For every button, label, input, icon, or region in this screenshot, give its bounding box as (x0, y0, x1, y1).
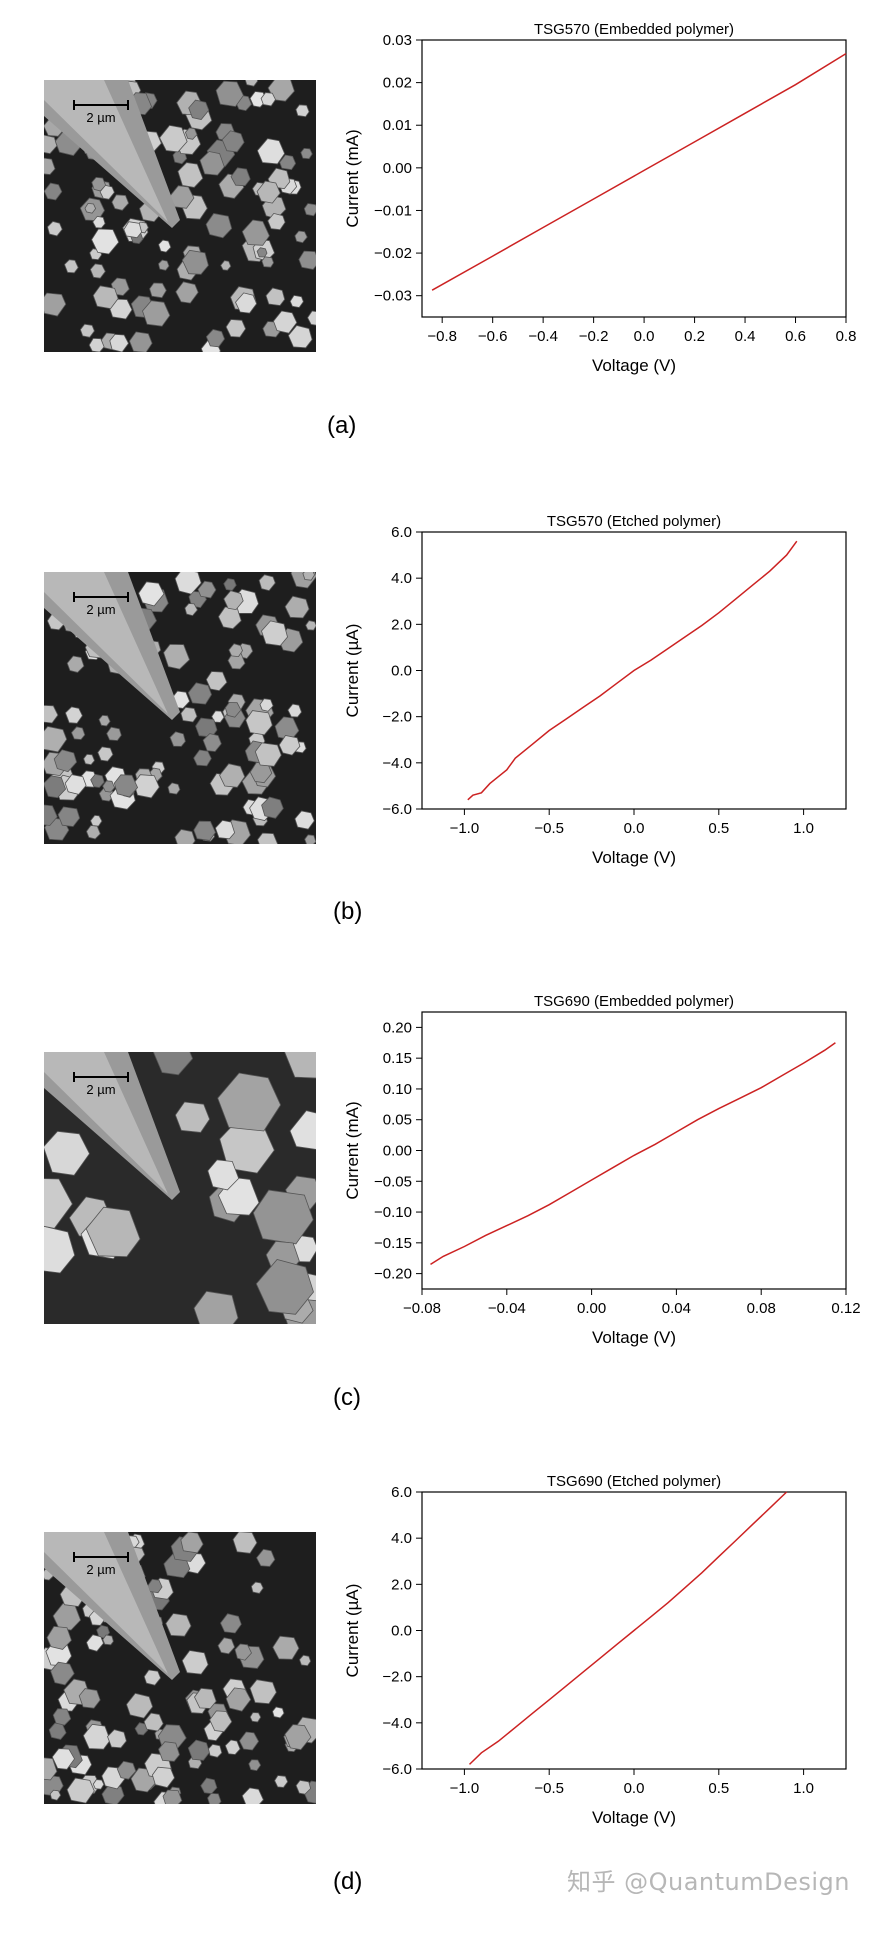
x-tick-label: 0.00 (577, 1300, 606, 1317)
y-tick-label: 0.00 (383, 160, 412, 177)
chart-svg: TSG570 (Etched polymer) −1.0 −0.5 0.0 0.5 1.0… (343, 513, 847, 867)
y-tick-label: 4.0 (391, 570, 412, 587)
x-tick-label: −0.04 (488, 1300, 526, 1317)
y-tick-label: −0.03 (374, 288, 412, 305)
y-tick-label: 0.05 (383, 1112, 412, 1129)
y-tick-label: −0.10 (374, 1204, 412, 1221)
x-tick-label: 0.5 (708, 1780, 729, 1797)
y-tick-label: −2.0 (382, 1669, 412, 1686)
x-tick-label: −1.0 (450, 820, 480, 837)
y-axis-label: Current (mA) (343, 1101, 362, 1199)
x-tick-label: −1.0 (450, 1780, 480, 1797)
x-axis-label: Voltage (V) (592, 848, 676, 867)
y-tick-label: −0.01 (374, 202, 412, 219)
y-tick-label: 0.01 (383, 117, 412, 134)
y-tick-label: −0.05 (374, 1173, 412, 1190)
x-tick-label: 0.4 (735, 328, 756, 345)
scale-bar-label: 2 µm (86, 110, 115, 125)
y-tick-label: 0.0 (391, 663, 412, 680)
iv-curve-line (468, 1491, 788, 1765)
chart-svg: TSG570 (Embedded polymer) −0.8 −0.6 −0.4 −0.… (343, 21, 857, 375)
sem-image: 2 µm (44, 1052, 316, 1324)
x-tick-label: 0.04 (662, 1300, 691, 1317)
scale-bar-label: 2 µm (86, 602, 115, 617)
x-tick-label: 0.5 (708, 820, 729, 837)
x-tick-label: 0.0 (624, 1780, 645, 1797)
y-tick-label: 2.0 (391, 1576, 412, 1593)
x-tick-label: −0.4 (528, 328, 558, 345)
x-tick-label: 0.8 (836, 328, 857, 345)
panel-b: 2 µm TSG570 (Etched polymer) −1.0 −0.5 0.0 0… (0, 512, 870, 988)
panel-label: (d) (333, 1868, 363, 1895)
chart-svg: TSG690 (Etched polymer) −1.0 −0.5 0.0 0.5 1.0… (343, 1473, 847, 1827)
watermark-text: 知乎 @QuantumDesign (566, 1868, 850, 1896)
panel-d: 2 µm TSG690 (Etched polymer) −1.0 −0.5 0.0 0… (0, 1472, 870, 1948)
iv-curve-line (467, 540, 798, 801)
x-tick-label: 0.0 (634, 328, 655, 345)
y-tick-label: −0.20 (374, 1266, 412, 1283)
panel-label: (a) (327, 412, 357, 439)
sem-image: 2 µm (44, 572, 316, 844)
y-axis-label: Current (µA) (343, 624, 362, 718)
x-axis-label: Voltage (V) (592, 1808, 676, 1827)
x-tick-label: 0.12 (831, 1300, 860, 1317)
sem-image: 2 µm (44, 1532, 316, 1804)
x-tick-label: 0.0 (624, 820, 645, 837)
x-axis-label: Voltage (V) (592, 1328, 676, 1347)
x-tick-label: 0.6 (785, 328, 806, 345)
scale-bar-label: 2 µm (86, 1082, 115, 1097)
y-tick-label: −6.0 (382, 801, 412, 818)
chart-title: TSG570 (Etched polymer) (547, 513, 721, 530)
y-tick-label: 0.20 (383, 1019, 412, 1036)
x-tick-label: 1.0 (793, 820, 814, 837)
y-tick-label: 4.0 (391, 1530, 412, 1547)
x-tick-label: 1.0 (793, 1780, 814, 1797)
panel-a: 2 µm TSG570 (Embedded polymer) −0.8 −0.6 −0… (0, 20, 870, 496)
y-axis-label: Current (mA) (343, 129, 362, 227)
y-tick-label: 0.00 (383, 1143, 412, 1160)
y-tick-label: −6.0 (382, 1761, 412, 1778)
y-tick-label: 2.0 (391, 616, 412, 633)
x-tick-label: −0.6 (478, 328, 508, 345)
panel-label: (b) (333, 898, 363, 925)
iv-curve-line (430, 1042, 836, 1266)
y-tick-label: 0.0 (391, 1623, 412, 1640)
chart-title: TSG570 (Embedded polymer) (534, 21, 734, 38)
y-tick-label: −0.02 (374, 245, 412, 262)
x-tick-label: −0.5 (534, 1780, 564, 1797)
chart-title: TSG690 (Embedded polymer) (534, 993, 734, 1010)
x-tick-label: 0.08 (747, 1300, 776, 1317)
x-tick-label: −0.5 (534, 820, 564, 837)
sem-image: 2 µm (44, 80, 316, 352)
y-tick-label: 0.10 (383, 1081, 412, 1098)
y-tick-label: −2.0 (382, 709, 412, 726)
y-tick-label: 6.0 (391, 524, 412, 541)
x-tick-label: −0.8 (427, 328, 457, 345)
y-tick-label: 0.02 (383, 75, 412, 92)
y-tick-label: 0.03 (383, 32, 412, 49)
scale-bar-label: 2 µm (86, 1562, 115, 1577)
x-tick-label: 0.2 (684, 328, 705, 345)
y-tick-label: −4.0 (382, 755, 412, 772)
chart-title: TSG690 (Etched polymer) (547, 1473, 721, 1490)
plot-frame (421, 39, 847, 318)
panel-label: (c) (333, 1384, 361, 1411)
x-tick-label: −0.08 (403, 1300, 441, 1317)
iv-curve-line (431, 52, 847, 291)
y-axis-label: Current (µA) (343, 1584, 362, 1678)
panel-c: 2 µm TSG690 (Embedded polymer) −0.08 −0.04… (0, 992, 870, 1468)
chart-svg: TSG690 (Embedded polymer) −0.08 −0.04 0.00 0… (343, 993, 861, 1347)
y-tick-label: 0.15 (383, 1050, 412, 1067)
x-axis-label: Voltage (V) (592, 356, 676, 375)
y-tick-label: −0.15 (374, 1235, 412, 1252)
y-tick-label: −4.0 (382, 1715, 412, 1732)
x-tick-label: −0.2 (579, 328, 609, 345)
y-tick-label: 6.0 (391, 1484, 412, 1501)
plot-frame (421, 1011, 847, 1290)
